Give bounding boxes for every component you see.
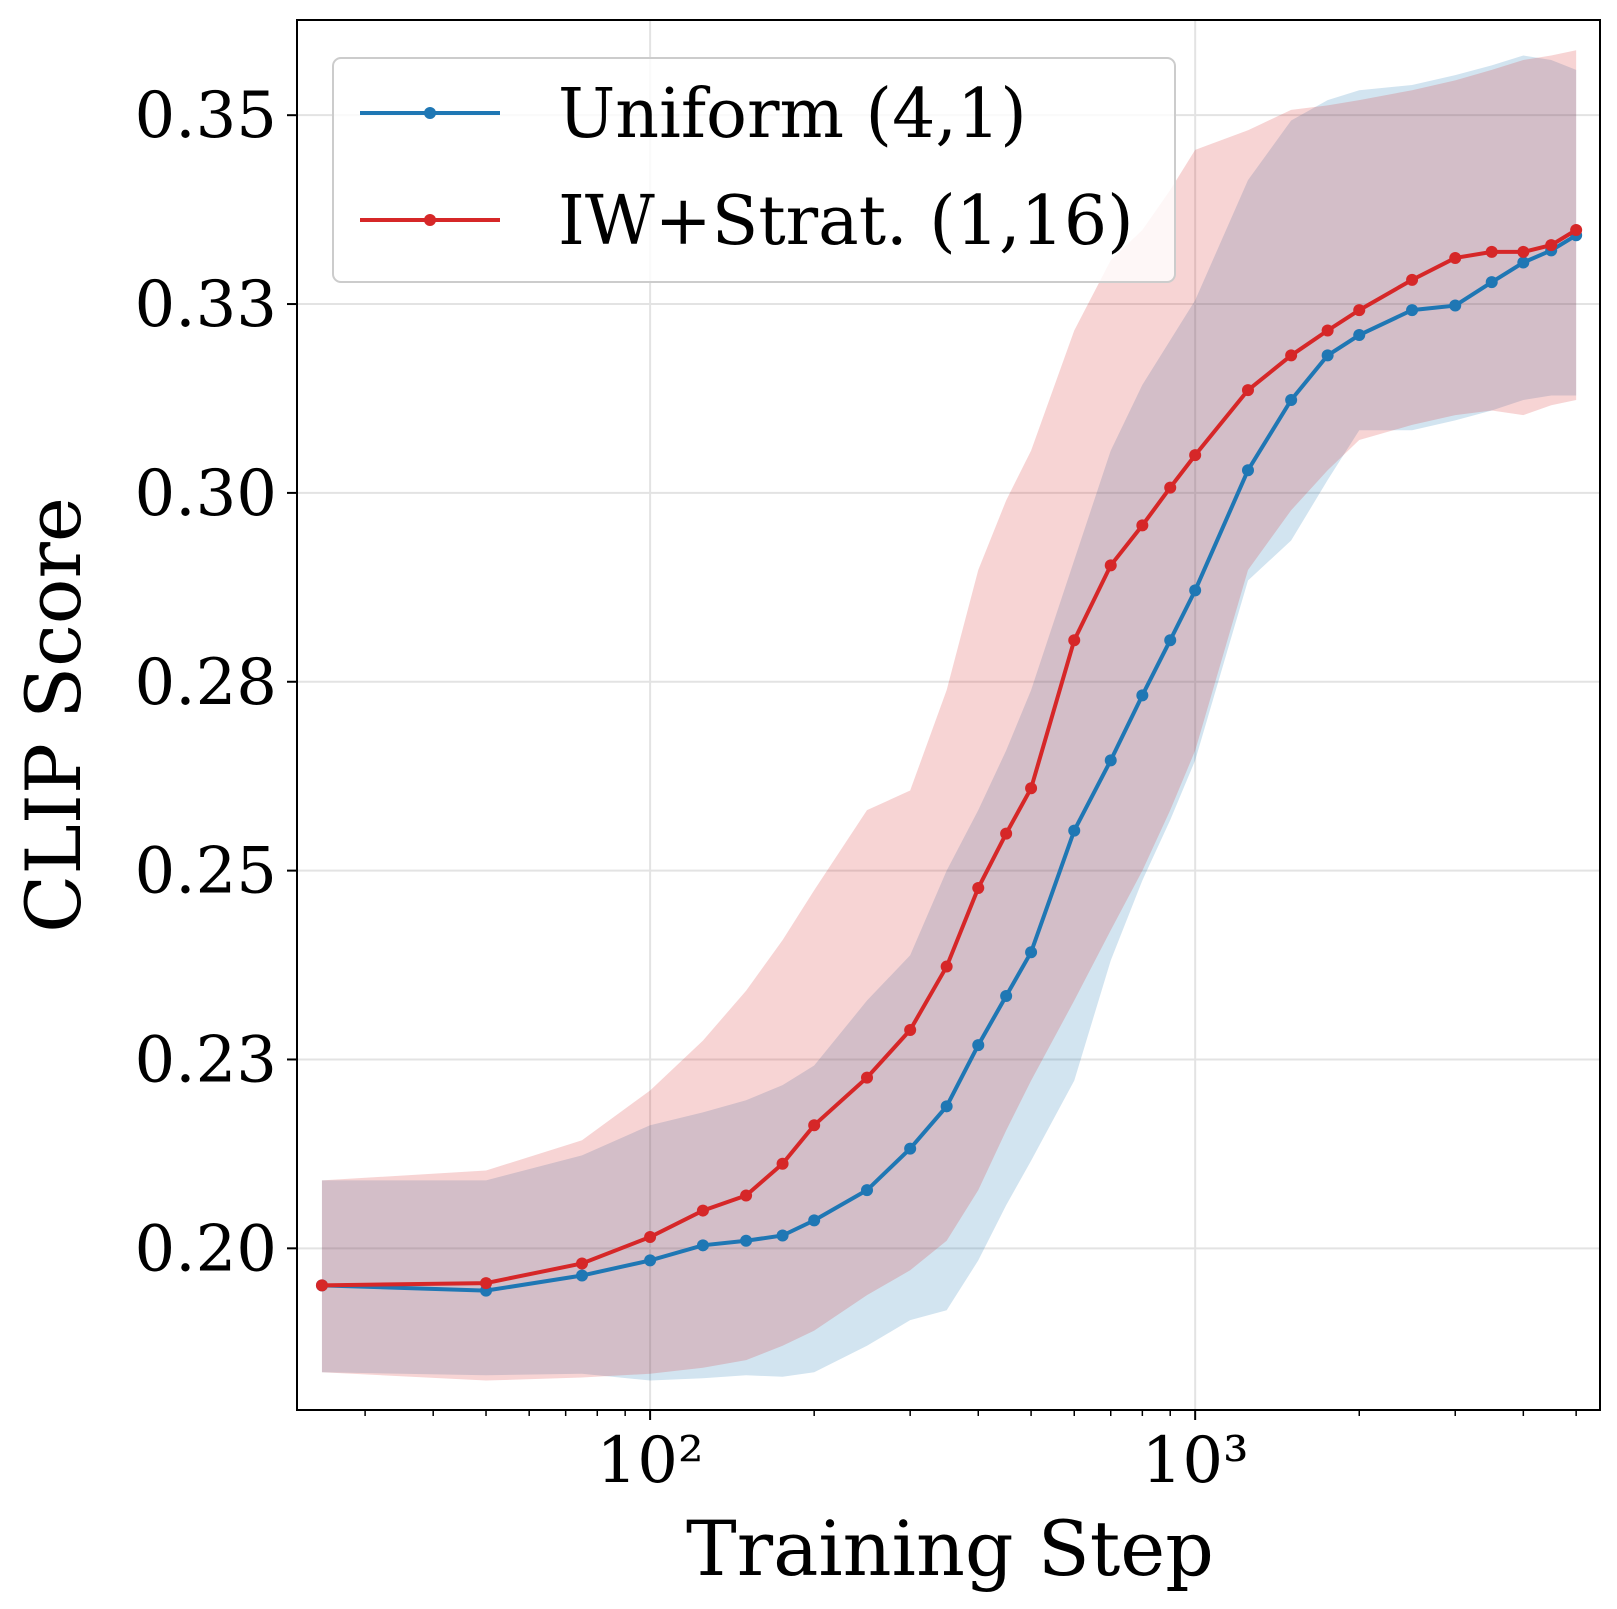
- marker: [1068, 824, 1081, 837]
- marker: [1000, 990, 1013, 1003]
- marker: [315, 1279, 328, 1292]
- marker: [1189, 584, 1202, 597]
- marker: [940, 1100, 953, 1113]
- y-tick-label: 0.20: [135, 1212, 278, 1286]
- marker: [1485, 276, 1498, 289]
- marker: [940, 960, 953, 973]
- marker: [1545, 239, 1558, 252]
- marker: [1321, 349, 1334, 362]
- y-tick-label: 0.23: [135, 1023, 278, 1097]
- marker: [1241, 384, 1254, 397]
- marker: [740, 1189, 753, 1202]
- legend-label: Uniform (4,1): [558, 75, 1027, 154]
- marker: [1164, 634, 1177, 647]
- y-tick-label: 0.28: [135, 646, 278, 720]
- marker: [1025, 782, 1038, 795]
- marker: [808, 1214, 821, 1227]
- marker: [1136, 689, 1149, 702]
- legend-marker: [424, 107, 436, 119]
- marker: [696, 1204, 709, 1217]
- marker: [776, 1157, 789, 1170]
- marker: [644, 1231, 657, 1244]
- marker: [972, 881, 985, 894]
- marker: [1241, 464, 1254, 477]
- axes: 0.20 0.23 0.25 0.28 0.30 0.33 0.35 10² 10³: [135, 79, 1577, 1498]
- y-tick-label: 0.33: [135, 268, 278, 342]
- x-tick-label: 10²: [597, 1424, 704, 1498]
- legend-marker: [424, 214, 436, 226]
- marker: [861, 1184, 874, 1197]
- marker: [1353, 304, 1366, 317]
- marker: [1104, 559, 1117, 572]
- marker: [1164, 481, 1177, 494]
- marker: [576, 1257, 589, 1270]
- marker: [1285, 349, 1298, 362]
- marker: [576, 1269, 589, 1282]
- marker: [480, 1277, 493, 1290]
- y-tick-label: 0.25: [135, 835, 278, 909]
- y-tick-label: 0.30: [135, 457, 278, 531]
- lines: [315, 224, 1583, 1297]
- legend-box: [332, 57, 1176, 283]
- marker: [1485, 245, 1498, 258]
- marker: [1353, 329, 1366, 342]
- marker: [1406, 304, 1419, 317]
- marker: [1104, 754, 1117, 767]
- marker: [808, 1119, 821, 1132]
- marker: [972, 1039, 985, 1052]
- x-tick-label: 10³: [1142, 1424, 1249, 1498]
- y-tick-label: 0.35: [135, 79, 278, 153]
- legend-label: IW+Strat. (1,16): [558, 182, 1134, 261]
- error-band: [321, 50, 1577, 1381]
- plot-frame: [296, 19, 1601, 1411]
- marker: [740, 1234, 753, 1247]
- legend: Uniform (4,1) IW+Strat. (1,16): [332, 57, 1176, 283]
- marker: [1570, 224, 1583, 237]
- marker: [1449, 251, 1462, 264]
- marker: [1025, 946, 1038, 959]
- marker: [1517, 245, 1530, 258]
- bands: [321, 50, 1577, 1381]
- marker: [696, 1239, 709, 1252]
- marker: [1285, 393, 1298, 406]
- marker: [1189, 449, 1202, 462]
- marker: [1000, 827, 1013, 840]
- marker: [644, 1254, 657, 1267]
- marker: [904, 1024, 917, 1037]
- marker: [1517, 256, 1530, 269]
- marker: [1406, 273, 1419, 286]
- marker: [1321, 324, 1334, 337]
- error-band: [321, 55, 1577, 1381]
- marker: [1449, 299, 1462, 312]
- marker: [861, 1071, 874, 1084]
- y-axis-label: CLIP Score: [9, 497, 98, 933]
- marker: [776, 1229, 789, 1242]
- marker: [904, 1142, 917, 1155]
- marker: [1068, 634, 1081, 647]
- x-axis-label: Training Step: [686, 1504, 1214, 1593]
- marker: [1136, 519, 1149, 532]
